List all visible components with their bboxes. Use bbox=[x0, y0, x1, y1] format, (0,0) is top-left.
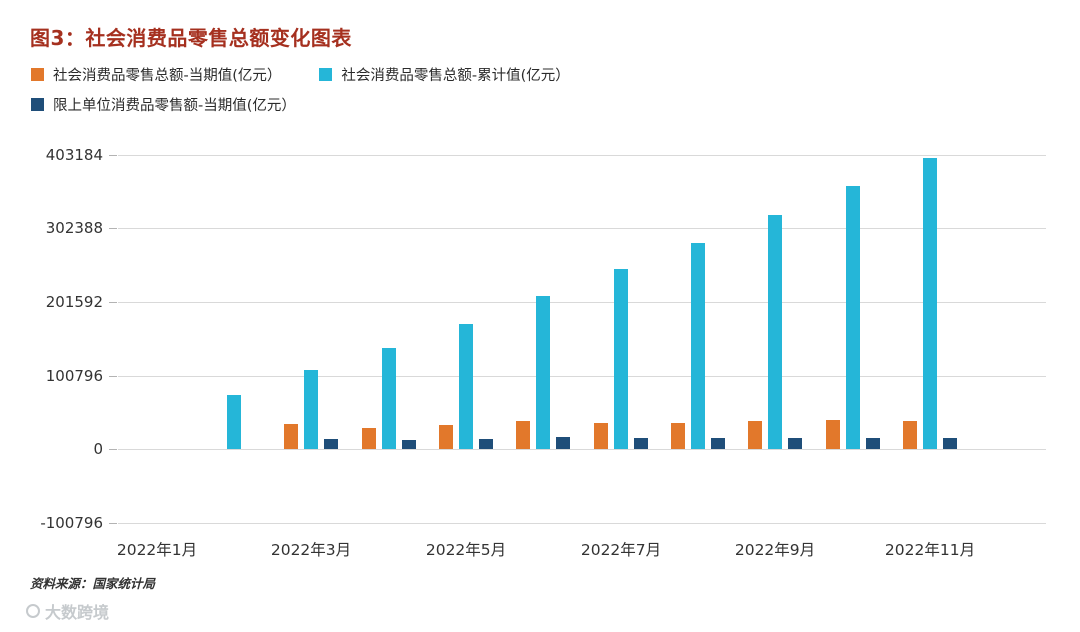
legend-label: 社会消费品零售总额-累计值(亿元） bbox=[341, 68, 570, 84]
chart-title: 图3：社会消费品零售总额变化图表 bbox=[30, 26, 352, 50]
gridline bbox=[118, 523, 1046, 524]
legend: 社会消费品零售总额-当期值(亿元） 社会消费品零售总额-累计值(亿元） 限上单位消费… bbox=[31, 64, 570, 115]
watermark: 大数跨境 bbox=[26, 599, 109, 623]
legend-item: 社会消费品零售总额-当期值(亿元） bbox=[31, 64, 281, 85]
y-axis-tickmark bbox=[109, 523, 117, 524]
bar-cumulative-2022年6月 bbox=[536, 296, 550, 449]
bar-limited-2022年5月 bbox=[479, 439, 493, 449]
y-axis-tick-label: 201592 bbox=[45, 293, 103, 311]
bar-limited-2022年6月 bbox=[556, 437, 570, 449]
x-axis-tick-label: 2022年3月 bbox=[270, 541, 352, 559]
y-axis-tickmark bbox=[109, 228, 117, 229]
bar-cumulative-2022年2月 bbox=[227, 395, 241, 449]
bar-current-2022年8月 bbox=[671, 423, 685, 449]
bar-limited-2022年4月 bbox=[402, 440, 416, 449]
x-axis-tick-label: 2022年11月 bbox=[884, 541, 976, 559]
bar-cumulative-2022年3月 bbox=[304, 370, 318, 449]
bar-limited-2022年10月 bbox=[866, 438, 880, 449]
y-axis-tickmark bbox=[109, 155, 117, 156]
legend-swatch-icon bbox=[319, 68, 333, 81]
bar-current-2022年6月 bbox=[516, 421, 530, 449]
bar-cumulative-2022年5月 bbox=[459, 324, 473, 449]
y-axis-tick-label: 0 bbox=[93, 440, 103, 458]
bar-cumulative-2022年11月 bbox=[923, 158, 937, 449]
bar-limited-2022年8月 bbox=[711, 438, 725, 449]
bar-current-2022年10月 bbox=[826, 420, 840, 449]
legend-row: 社会消费品零售总额-当期值(亿元） 社会消费品零售总额-累计值(亿元） bbox=[31, 64, 570, 85]
y-axis-tickmark bbox=[109, 449, 117, 450]
legend-item: 限上单位消费品零售额-当期值(亿元） bbox=[31, 94, 296, 115]
bar-cumulative-2022年7月 bbox=[614, 269, 628, 449]
y-axis-tick-label: 302388 bbox=[45, 219, 103, 237]
gridline bbox=[118, 376, 1046, 377]
x-axis-tick-label: 2022年1月 bbox=[116, 541, 198, 559]
bar-current-2022年3月 bbox=[284, 424, 298, 449]
bar-cumulative-2022年10月 bbox=[846, 186, 860, 449]
y-axis-tickmark bbox=[109, 302, 117, 303]
bar-cumulative-2022年4月 bbox=[382, 348, 396, 449]
bar-cumulative-2022年8月 bbox=[691, 243, 705, 449]
legend-label: 限上单位消费品零售额-当期值(亿元） bbox=[53, 98, 296, 114]
legend-item: 社会消费品零售总额-累计值(亿元） bbox=[319, 64, 570, 85]
bar-limited-2022年7月 bbox=[634, 438, 648, 449]
x-axis-tick-label: 2022年9月 bbox=[734, 541, 816, 559]
legend-swatch-icon bbox=[31, 68, 44, 81]
gridline bbox=[118, 449, 1046, 450]
y-axis-tick-label: -100796 bbox=[40, 514, 103, 532]
bar-cumulative-2022年9月 bbox=[768, 215, 782, 449]
bar-limited-2022年9月 bbox=[788, 438, 802, 449]
source-note: 资料来源：国家统计局 bbox=[30, 576, 156, 591]
gridline bbox=[118, 302, 1046, 303]
watermark-text: 大数跨境 bbox=[45, 603, 110, 622]
bar-current-2022年5月 bbox=[439, 425, 453, 449]
bar-limited-2022年3月 bbox=[324, 439, 338, 449]
x-axis-tick-label: 2022年5月 bbox=[425, 541, 507, 559]
bar-limited-2022年11月 bbox=[943, 438, 957, 449]
bar-current-2022年11月 bbox=[903, 421, 917, 449]
bar-current-2022年4月 bbox=[362, 428, 376, 449]
legend-label: 社会消费品零售总额-当期值(亿元） bbox=[53, 68, 282, 84]
bar-current-2022年7月 bbox=[594, 423, 608, 449]
watermark-logo-icon bbox=[26, 604, 40, 618]
bar-current-2022年9月 bbox=[748, 421, 762, 449]
x-axis-tick-label: 2022年7月 bbox=[580, 541, 662, 559]
y-axis-tickmark bbox=[109, 376, 117, 377]
y-axis-tick-label: 100796 bbox=[45, 367, 103, 385]
y-axis-tick-label: 403184 bbox=[45, 146, 103, 164]
gridline bbox=[118, 155, 1046, 156]
gridline bbox=[118, 228, 1046, 229]
legend-swatch-icon bbox=[31, 98, 44, 111]
legend-row: 限上单位消费品零售额-当期值(亿元） bbox=[31, 94, 570, 115]
